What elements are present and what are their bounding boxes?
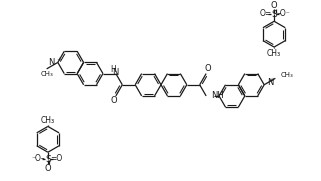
Text: ⁻O–: ⁻O– bbox=[31, 154, 45, 163]
Text: CH₃: CH₃ bbox=[280, 72, 293, 78]
Text: +: + bbox=[268, 78, 274, 83]
Text: S: S bbox=[271, 10, 277, 19]
Text: N: N bbox=[112, 68, 118, 77]
Text: CH₃: CH₃ bbox=[267, 49, 281, 58]
Text: –O⁻: –O⁻ bbox=[276, 9, 290, 18]
Text: O: O bbox=[271, 1, 277, 10]
Text: CH₃: CH₃ bbox=[41, 116, 55, 125]
Text: N: N bbox=[267, 78, 273, 87]
Text: CH₃: CH₃ bbox=[40, 71, 53, 77]
Text: N: N bbox=[48, 58, 55, 67]
Text: +: + bbox=[56, 57, 61, 62]
Text: O=: O= bbox=[260, 9, 272, 18]
Text: S: S bbox=[45, 155, 51, 164]
Text: O: O bbox=[110, 96, 117, 105]
Text: O: O bbox=[45, 164, 51, 173]
Text: O: O bbox=[205, 64, 212, 73]
Text: NH: NH bbox=[211, 91, 224, 100]
Text: H: H bbox=[110, 65, 116, 74]
Text: =O: =O bbox=[50, 154, 62, 163]
